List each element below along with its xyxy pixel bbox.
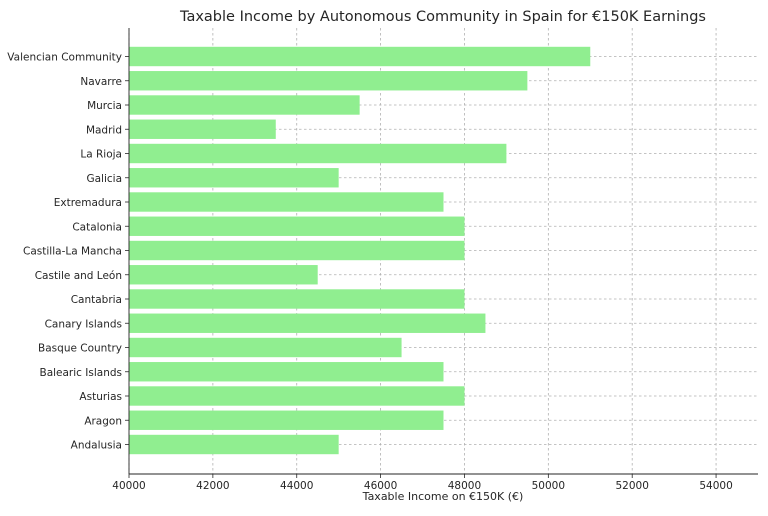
x-tick-label: 42000 bbox=[196, 480, 229, 492]
bar-asturias bbox=[129, 386, 465, 406]
y-tick-label: Balearic Islands bbox=[39, 367, 122, 379]
y-tick-label: Madrid bbox=[86, 124, 122, 136]
bar-extremadura bbox=[129, 192, 444, 212]
bar-la-rioja bbox=[129, 143, 507, 164]
x-ticks: 40000 42000 44000 46000 48000 50000 52000 54000 bbox=[112, 474, 733, 492]
bar-cantabria bbox=[129, 289, 465, 309]
bar-valencian-community bbox=[129, 46, 591, 67]
bars bbox=[129, 46, 591, 455]
y-tick-label: Basque Country bbox=[38, 343, 122, 355]
bar-galicia bbox=[129, 168, 339, 188]
bar-basque-country bbox=[129, 337, 402, 358]
y-tick-label: Canary Islands bbox=[45, 318, 122, 330]
x-tick-label: 54000 bbox=[699, 480, 732, 492]
bar-catalonia bbox=[129, 216, 465, 236]
bar-navarre bbox=[129, 71, 528, 91]
bar-balearic-islands bbox=[129, 362, 444, 382]
x-tick-label: 46000 bbox=[364, 480, 397, 492]
y-tick-label: Navarre bbox=[80, 76, 122, 88]
bar-murcia bbox=[129, 95, 360, 115]
bar-castile-and-le-n bbox=[129, 265, 318, 285]
bar-madrid bbox=[129, 119, 276, 139]
y-tick-label: Cantabria bbox=[71, 294, 122, 306]
y-tick-label: Galicia bbox=[86, 173, 122, 185]
y-tick-label: Aragon bbox=[84, 415, 122, 427]
y-tick-label: Asturias bbox=[79, 391, 122, 403]
bar-castilla-la-mancha bbox=[129, 240, 465, 261]
bar-andalusia bbox=[129, 434, 339, 455]
y-tick-label: Murcia bbox=[87, 100, 122, 112]
x-tick-label: 52000 bbox=[615, 480, 648, 492]
y-tick-label: Castile and León bbox=[35, 270, 122, 282]
x-tick-label: 44000 bbox=[280, 480, 313, 492]
y-tick-label: Catalonia bbox=[72, 221, 122, 233]
x-tick-label: 40000 bbox=[112, 480, 145, 492]
axes bbox=[128, 28, 758, 475]
x-axis-label: Taxable Income on €150K (€) bbox=[362, 490, 524, 503]
y-ticks: Andalusia Aragon Asturias Balearic Islands B… bbox=[7, 52, 129, 452]
y-tick-label: Andalusia bbox=[71, 440, 122, 452]
chart-title: Taxable Income by Autonomous Community i… bbox=[179, 9, 706, 25]
bar-aragon bbox=[129, 410, 444, 430]
x-tick-label: 50000 bbox=[532, 480, 565, 492]
x-tick-label: 48000 bbox=[448, 480, 481, 492]
y-tick-label: Castilla-La Mancha bbox=[23, 246, 122, 258]
y-tick-label: Valencian Community bbox=[7, 52, 122, 64]
y-tick-label: La Rioja bbox=[80, 149, 122, 161]
bar-canary-islands bbox=[129, 313, 486, 333]
y-tick-label: Extremadura bbox=[54, 197, 122, 209]
